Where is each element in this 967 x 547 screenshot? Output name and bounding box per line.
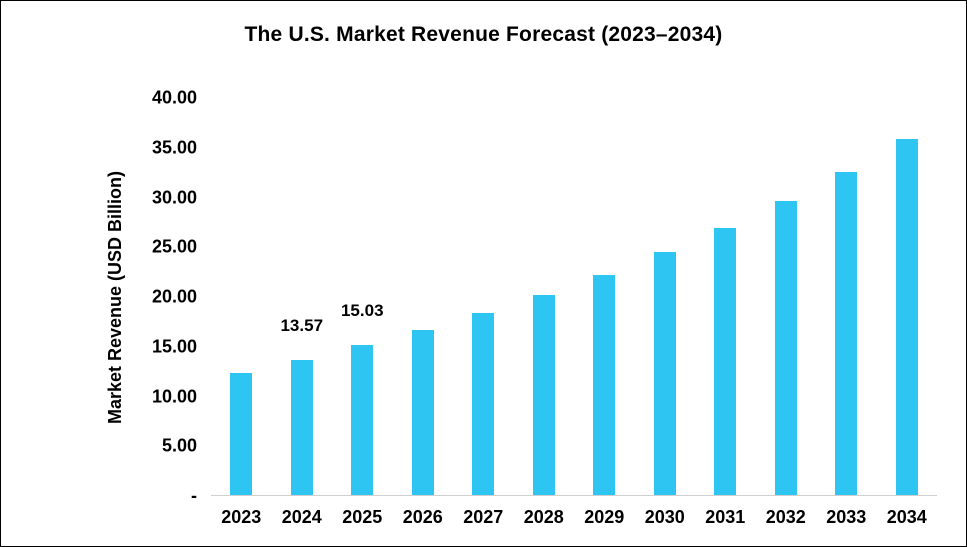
bar-slot-2034 [877,98,938,495]
x-tick-label-2024: 2024 [281,507,322,527]
bar-2028 [532,295,555,495]
bar-2024 [290,359,313,495]
y-tick-label: 30.00 [151,187,197,207]
x-tick-label-2030: 2030 [644,507,685,527]
x-tick-label-2023: 2023 [221,507,262,527]
y-tick-label: 40.00 [151,87,197,108]
bar-slot-2024: 13.57 [272,98,333,495]
y-tick-label: 25.00 [151,236,197,257]
bar-2030 [653,252,676,495]
x-tick-label-2027: 2027 [463,507,504,527]
bar-slot-2025: 15.03 [332,98,393,495]
bar-2033 [835,171,858,495]
x-tick-label-2032: 2032 [765,507,806,527]
bar-slot-2027 [453,98,514,495]
data-label-2025: 15.03 [340,301,384,321]
x-tick-label-2025: 2025 [342,507,383,527]
x-tick-label-2029: 2029 [584,507,625,527]
bar-2029 [593,275,616,495]
y-tick-label: 5.00 [161,435,197,456]
bar-2025 [351,345,374,495]
plot-area: 13.57 15.03 [211,98,937,496]
x-axis-ticks: 2023 2024 2025 2026 2027 2028 2029 2030 2031 2032… [211,507,937,528]
y-tick-label: 20.00 [151,286,197,307]
y-tick-label: 15.00 [151,336,197,357]
bars-container: 13.57 15.03 [211,98,937,495]
bar-2027 [472,312,495,495]
bar-2031 [714,228,737,495]
bar-slot-2028 [514,98,575,495]
bar-slot-2032 [756,98,817,495]
x-tick-label-2028: 2028 [523,507,564,527]
bar-2032 [774,201,797,495]
y-tick-label: 10.00 [151,386,197,406]
x-tick-label-2033: 2033 [826,507,867,527]
y-tick-label: 35.00 [151,137,197,158]
bar-slot-2033 [816,98,877,495]
chart-title: The U.S. Market Revenue Forecast (2023–2… [244,23,723,46]
bar-slot-2023 [211,98,272,495]
x-tick-label-2034: 2034 [886,507,927,527]
bar-slot-2031 [695,98,756,495]
y-axis-ticks: 40.00 35.00 30.00 25.00 20.00 15.00 10.00 5.00 - [121,88,197,506]
x-tick-label-2031: 2031 [705,507,746,527]
bar-slot-2026 [393,98,454,495]
x-tick-label-2026: 2026 [402,507,443,527]
bar-2034 [895,138,918,495]
bar-slot-2030 [635,98,696,495]
bar-2026 [411,329,434,495]
bar-slot-2029 [574,98,635,495]
data-label-2024: 13.57 [280,315,324,335]
bar-2023 [230,372,253,495]
y-tick-label: - [191,485,197,506]
